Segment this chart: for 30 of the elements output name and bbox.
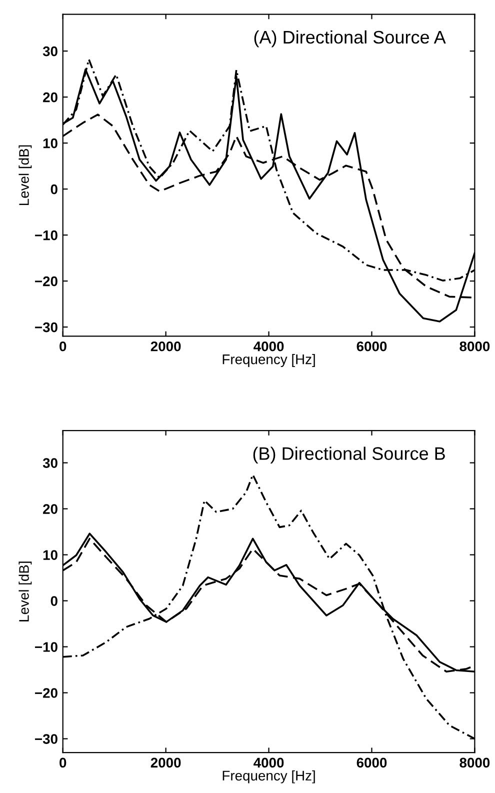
x-tick-label: 0 — [60, 341, 66, 352]
y-tick-label: 0 — [50, 596, 58, 606]
x-tick-label: 6000 — [356, 341, 387, 352]
x-tick-label: 2000 — [150, 758, 181, 768]
y-tick-label: 20 — [43, 504, 58, 514]
x-tick-label: 8000 — [460, 758, 490, 768]
y-tick-label: −20 — [35, 276, 58, 286]
y-tick-label: 30 — [42, 458, 58, 468]
x-tick-label: 6000 — [356, 758, 387, 768]
x-tick-label: 2000 — [150, 341, 181, 352]
x-tick-label: 8000 — [460, 341, 490, 352]
y-tick-label: −20 — [35, 688, 58, 698]
y-axis-title: Level [dB] — [18, 145, 32, 205]
y-tick-label: 10 — [43, 550, 58, 560]
y-tick-label: 20 — [43, 92, 58, 102]
x-tick-label: 0 — [60, 758, 66, 768]
y-tick-label: −30 — [35, 734, 58, 744]
y-tick-label: −10 — [35, 642, 58, 652]
x-axis-title: Frequency [Hz] — [222, 354, 315, 367]
y-tick-label: 30 — [42, 46, 58, 56]
y-tick-label: 10 — [43, 138, 58, 148]
x-tick-label: 4000 — [254, 341, 284, 352]
text: (B) Directional Source B — [253, 446, 445, 464]
text: (A) Directional Source A — [254, 30, 446, 48]
y-axis-title: Level [dB] — [18, 562, 32, 622]
y-tick-label: −30 — [35, 322, 58, 332]
x-tick-label: 4000 — [254, 758, 284, 768]
x-axis-title: Frequency [Hz] — [222, 770, 315, 784]
y-tick-label: −10 — [35, 230, 58, 240]
y-tick-label: 0 — [50, 184, 58, 194]
